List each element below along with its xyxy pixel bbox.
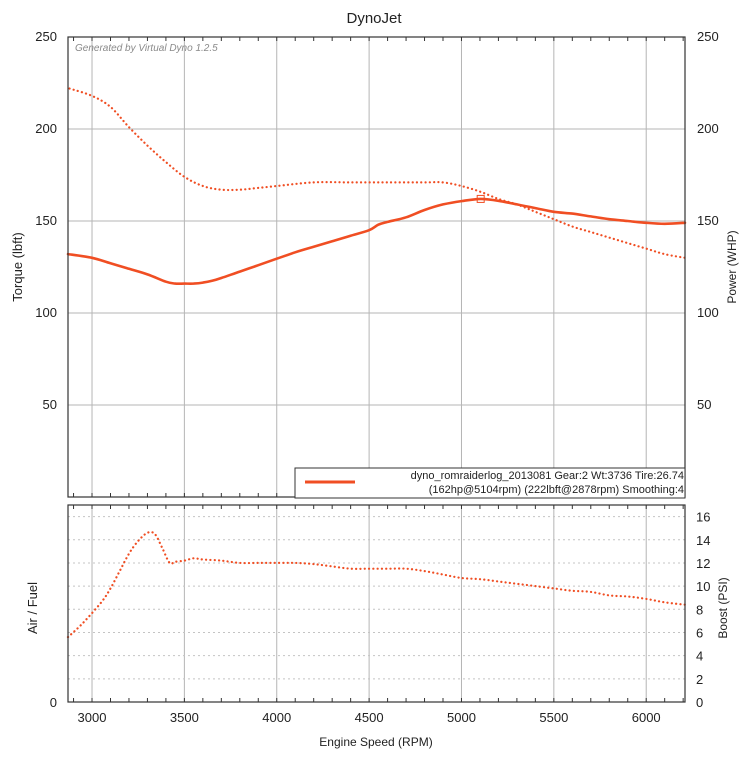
air-fuel-axis-label: Air / Fuel [25, 582, 40, 634]
legend: dyno_romraiderlog_2013081 Gear:2 Wt:3736… [294, 467, 686, 499]
power-tick-label: 50 [697, 397, 711, 412]
boost-tick-label: 12 [696, 556, 710, 571]
torque-tick-label: 100 [35, 305, 57, 320]
torque-tick-label: 250 [35, 29, 57, 44]
top-y-ticks: 50 50 100 100 150 150 200 200 250 250 [35, 29, 718, 412]
torque-tick-label: 200 [35, 121, 57, 136]
torque-axis-label: Torque (lbft) [10, 232, 25, 301]
top-series [66, 87, 687, 286]
legend-line-2: (162hp@5104rpm) (222lbft@2878rpm) Smooth… [429, 484, 684, 496]
boost-tick-label: 0 [696, 695, 703, 710]
x-tick-label: 3000 [78, 710, 107, 725]
power-tick-label: 100 [697, 305, 719, 320]
boost-panel: 0 2 4 6 8 10 12 14 16 0 3000 3500 4000 4500 5000 5500 6… [50, 504, 711, 725]
power-axis-label: Power (WHP) [725, 230, 739, 303]
torque-line [68, 87, 687, 259]
boost-tick-label: 8 [696, 602, 703, 617]
torque-tick-label: 50 [43, 397, 57, 412]
power-tick-label: 150 [697, 213, 719, 228]
boost-tick-label: 14 [696, 533, 710, 548]
x-axis-label: Engine Speed (RPM) [319, 735, 432, 749]
power-tick-label: 250 [697, 29, 719, 44]
x-tick-label: 5000 [447, 710, 476, 725]
bottom-y-ticks: 0 2 4 6 8 10 12 14 16 0 [50, 510, 711, 710]
x-ticks: 3000 3500 4000 4500 5000 5500 6000 [78, 710, 661, 725]
peak-power-marker [476, 194, 485, 203]
x-tick-label: 3500 [170, 710, 199, 725]
chart-title: DynoJet [346, 10, 402, 27]
boost-axis-label: Boost (PSI) [716, 577, 730, 638]
boost-tick-label: 16 [696, 510, 710, 525]
top-gridlines [68, 37, 685, 497]
boost-tick-label: 6 [696, 625, 703, 640]
boost-tick-label: 10 [696, 579, 710, 594]
power-tick-label: 200 [697, 121, 719, 136]
torque-power-panel: 50 50 100 100 150 150 200 200 250 250 Generated b… [35, 29, 719, 498]
x-tick-label: 5500 [539, 710, 568, 725]
torque-tick-label: 150 [35, 213, 57, 228]
legend-line-1: dyno_romraiderlog_2013081 Gear:2 Wt:3736… [411, 470, 684, 482]
bottom-gridlines [68, 505, 685, 702]
x-tick-label: 6000 [632, 710, 661, 725]
boost-line [66, 530, 687, 639]
x-tick-label: 4500 [355, 710, 384, 725]
boost-tick-label: 2 [696, 672, 703, 687]
bottom-series [66, 530, 687, 639]
boost-tick-label: 4 [696, 649, 703, 664]
x-tick-label: 4000 [262, 710, 291, 725]
watermark: Generated by Virtual Dyno 1.2.5 [75, 43, 218, 54]
power-line [66, 197, 687, 286]
air-fuel-tick-label: 0 [50, 695, 57, 710]
